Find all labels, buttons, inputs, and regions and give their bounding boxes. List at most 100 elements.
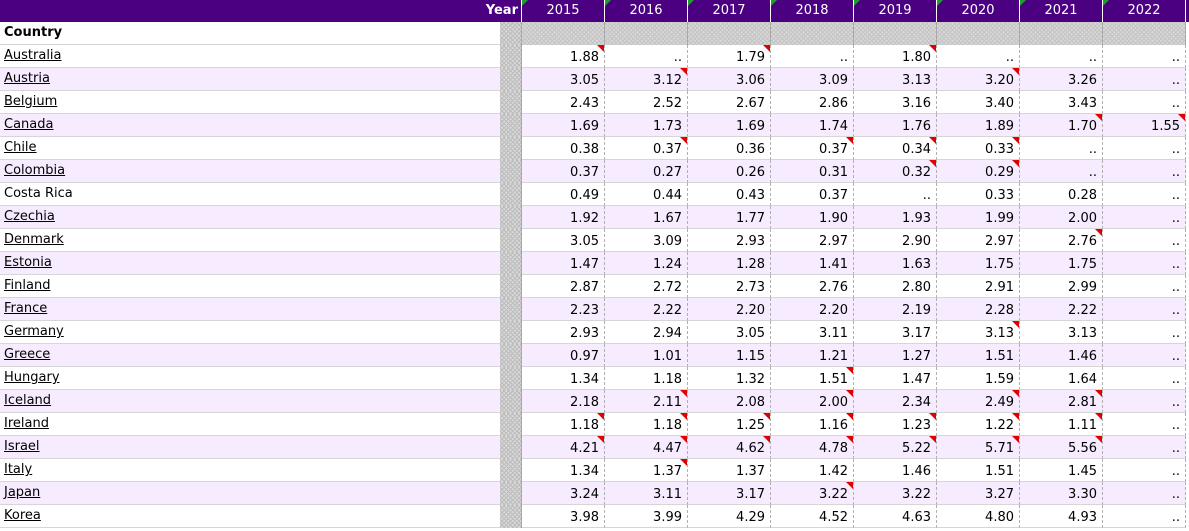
value-cell: 1.22: [937, 413, 1020, 436]
country-link[interactable]: Czechia: [4, 209, 55, 224]
value-cell: ..: [771, 45, 854, 68]
year-header-2020[interactable]: 2020: [937, 0, 1020, 22]
value-cell: 2.00: [771, 390, 854, 413]
country-cell: Korea: [0, 505, 500, 528]
value-cell: 4.62: [688, 436, 771, 459]
value-cell: 1.23: [854, 413, 937, 436]
hatch-separator: [500, 298, 522, 321]
year-header-2022[interactable]: 2022: [1103, 0, 1186, 22]
value-cell: 1.37: [605, 459, 688, 482]
table-row: Hungary 1.34 1.18 1.32 1.51 1.47 1.59 1.64..: [0, 367, 1189, 390]
country-link[interactable]: Belgium: [4, 94, 58, 109]
country-link[interactable]: Hungary: [4, 370, 60, 385]
value-cell: 4.93: [1020, 505, 1103, 528]
value-cell: 2.97: [937, 229, 1020, 252]
country-cell: Germany: [0, 321, 500, 344]
value-cell: 1.74: [771, 114, 854, 137]
value-cell: 1.47: [522, 252, 605, 275]
year-header-row: Year 2015 2016 2017 2018 2019 2020 2021 2022: [0, 0, 1189, 22]
value-cell: 1.24: [605, 252, 688, 275]
value-cell: 0.38: [522, 137, 605, 160]
table-row: Greece 0.97 1.01 1.15 1.21 1.27 1.51 1.46..: [0, 344, 1189, 367]
country-cell: Finland: [0, 275, 500, 298]
value-cell: 1.70: [1020, 114, 1103, 137]
value-cell: 3.12: [605, 68, 688, 91]
value-cell: 0.33: [937, 183, 1020, 206]
value-cell: ..: [605, 45, 688, 68]
country-link[interactable]: Chile: [4, 140, 37, 155]
country-header-label: Country: [0, 22, 500, 45]
hatch-separator: [500, 68, 522, 91]
value-cell: 1.47: [854, 367, 937, 390]
value-cell: 3.20: [937, 68, 1020, 91]
value-cell: 3.30: [1020, 482, 1103, 505]
table-row: Colombia 0.37 0.27 0.26 0.31 0.32 0.29....: [0, 160, 1189, 183]
country-link[interactable]: Colombia: [4, 163, 66, 178]
country-link[interactable]: Denmark: [4, 232, 64, 247]
value-cell: 3.11: [771, 321, 854, 344]
country-link[interactable]: Japan: [4, 485, 41, 500]
value-cell: 1.73: [605, 114, 688, 137]
value-cell: 0.44: [605, 183, 688, 206]
country-link[interactable]: Finland: [4, 278, 51, 293]
value-cell: ..: [1103, 482, 1186, 505]
value-cell: ..: [1103, 68, 1186, 91]
value-cell: 2.23: [522, 298, 605, 321]
country-link[interactable]: Estonia: [4, 255, 52, 270]
year-header-2018[interactable]: 2018: [771, 0, 854, 22]
table-row: Italy 1.34 1.37 1.37 1.42 1.46 1.51 1.45..: [0, 459, 1189, 482]
value-cell: 2.22: [1020, 298, 1103, 321]
year-header-2015[interactable]: 2015: [522, 0, 605, 22]
hatch-separator: [500, 45, 522, 68]
header-blank-cell: [688, 22, 771, 45]
country-link[interactable]: Australia: [4, 48, 62, 63]
year-header-2021[interactable]: 2021: [1020, 0, 1103, 22]
table-row: Israel 4.21 4.47 4.62 4.78 5.22 5.71 5.56..: [0, 436, 1189, 459]
country-link[interactable]: Italy: [4, 462, 33, 477]
table-row: Iceland 2.18 2.11 2.08 2.00 2.34 2.49 2.81..: [0, 390, 1189, 413]
value-cell: ..: [1103, 206, 1186, 229]
year-header-2016[interactable]: 2016: [605, 0, 688, 22]
value-cell: 2.22: [605, 298, 688, 321]
country-link[interactable]: Germany: [4, 324, 64, 339]
value-cell: ..: [1020, 137, 1103, 160]
value-cell: 0.43: [688, 183, 771, 206]
value-cell: 2.43: [522, 91, 605, 114]
country-cell: Austria: [0, 68, 500, 91]
value-cell: 0.37: [605, 137, 688, 160]
value-cell: 4.63: [854, 505, 937, 528]
country-link[interactable]: France: [4, 301, 48, 316]
value-cell: ..: [1103, 413, 1186, 436]
value-cell: 3.13: [854, 68, 937, 91]
table-row: Denmark 3.05 3.09 2.93 2.97 2.90 2.97 2.76..: [0, 229, 1189, 252]
value-cell: 0.33: [937, 137, 1020, 160]
country-link[interactable]: Israel: [4, 439, 40, 454]
value-cell: 5.71: [937, 436, 1020, 459]
country-link[interactable]: Greece: [4, 347, 51, 362]
value-cell: ..: [1103, 367, 1186, 390]
value-cell: 0.28: [1020, 183, 1103, 206]
table-row: Canada 1.69 1.73 1.69 1.74 1.76 1.89 1.70 1.55: [0, 114, 1189, 137]
country-link[interactable]: Ireland: [4, 416, 49, 431]
country-cell: Hungary: [0, 367, 500, 390]
year-header-2019[interactable]: 2019: [854, 0, 937, 22]
value-cell: 2.76: [771, 275, 854, 298]
value-cell: 1.64: [1020, 367, 1103, 390]
country-cell: Greece: [0, 344, 500, 367]
value-cell: 1.69: [522, 114, 605, 137]
year-header-2017[interactable]: 2017: [688, 0, 771, 22]
value-cell: ..: [1103, 91, 1186, 114]
country-link[interactable]: Iceland: [4, 393, 52, 408]
value-cell: 1.75: [937, 252, 1020, 275]
value-cell: 3.05: [522, 229, 605, 252]
value-cell: 2.67: [688, 91, 771, 114]
country-link[interactable]: Austria: [4, 71, 50, 86]
value-cell: 2.34: [854, 390, 937, 413]
value-cell: 2.90: [854, 229, 937, 252]
country-link[interactable]: Korea: [4, 508, 41, 523]
country-link[interactable]: Canada: [4, 117, 54, 132]
value-cell: 3.17: [688, 482, 771, 505]
value-cell: 3.17: [854, 321, 937, 344]
country-cell: Czechia: [0, 206, 500, 229]
value-cell: 1.99: [937, 206, 1020, 229]
